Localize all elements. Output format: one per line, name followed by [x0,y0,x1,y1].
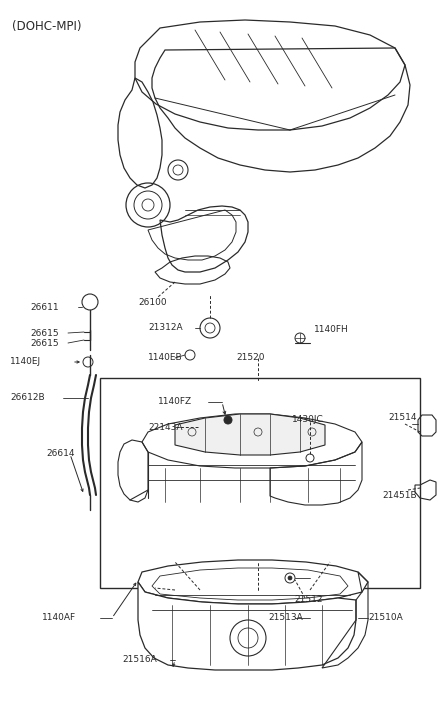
Polygon shape [175,414,325,455]
Text: 1140AF: 1140AF [42,614,76,622]
Text: 1430JC: 1430JC [292,416,324,425]
Text: 1140EJ: 1140EJ [10,358,41,366]
Circle shape [224,416,232,424]
Text: 21516A: 21516A [122,656,157,664]
Text: 26615: 26615 [30,339,58,348]
Text: 21514: 21514 [388,414,417,422]
Text: 21510A: 21510A [368,614,403,622]
Text: 22143A: 22143A [148,422,182,432]
Text: 26100: 26100 [138,298,167,307]
Text: 21451B: 21451B [382,491,417,500]
Polygon shape [138,560,368,604]
Text: 1140FH: 1140FH [314,326,349,334]
Text: 21520: 21520 [236,353,264,363]
Bar [100,378,420,588]
Polygon shape [138,582,356,670]
Text: 26612B: 26612B [10,393,45,403]
Circle shape [288,576,292,580]
Text: 26614: 26614 [46,449,74,459]
Text: 21512: 21512 [294,595,322,604]
Text: 26615: 26615 [30,329,58,337]
Text: 1140FZ: 1140FZ [158,398,192,406]
Text: 21513A: 21513A [268,614,303,622]
Polygon shape [142,414,362,468]
Text: (DOHC-MPI): (DOHC-MPI) [12,20,82,33]
Text: 21312A: 21312A [148,324,182,332]
Text: 26611: 26611 [30,302,58,311]
Text: 1140EB: 1140EB [148,353,182,363]
